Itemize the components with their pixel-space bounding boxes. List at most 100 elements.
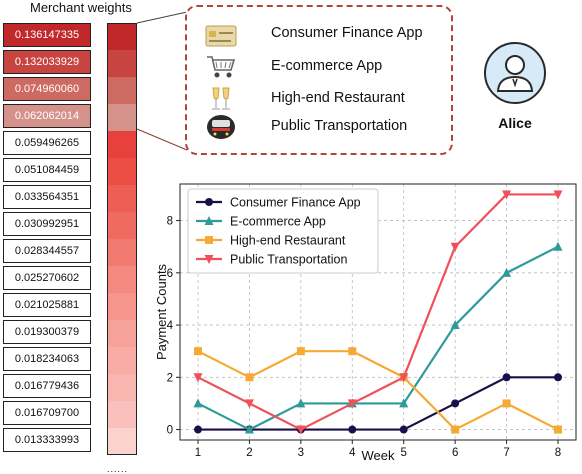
data-point (399, 425, 408, 434)
data-point (399, 373, 409, 383)
weight-cell: 0.025270602 (3, 266, 91, 290)
data-point (451, 399, 460, 408)
connector-top (136, 11, 188, 24)
x-tick-label: 7 (503, 447, 509, 459)
y-tick-label: 6 (167, 268, 173, 280)
weight-cell: 0.062062014 (3, 104, 91, 128)
data-point (502, 190, 512, 200)
heat-cell (107, 77, 137, 104)
data-point (502, 267, 512, 277)
data-point (244, 399, 254, 409)
legend-item-ecommerce: E-commerce App (187, 54, 447, 82)
weight-cell: 0.051084459 (3, 158, 91, 182)
heat-cell (107, 320, 137, 347)
heat-cell (107, 158, 137, 185)
data-point (450, 242, 460, 252)
weight-cell: 0.074960060 (3, 77, 91, 101)
heat-cell (107, 212, 137, 239)
weights-title: Merchant weights (30, 0, 132, 15)
y-axis-label: Payment Counts (154, 263, 169, 360)
series-group (193, 190, 563, 435)
weight-cell: 0.033564351 (3, 185, 91, 209)
heat-cell (107, 293, 137, 320)
heat-cell (107, 374, 137, 401)
data-point (204, 255, 214, 264)
heat-footer: ...... (107, 464, 129, 474)
data-point (554, 373, 562, 382)
train-icon (207, 115, 235, 139)
legend-label: E-commerce App (271, 58, 383, 74)
x-tick-label: 4 (349, 447, 356, 459)
weight-cell: 0.018234063 (3, 347, 91, 371)
data-point (399, 398, 409, 408)
data-point (553, 241, 563, 251)
data-point (296, 425, 306, 435)
x-tick-label: 2 (246, 447, 252, 459)
heat-cell (107, 428, 137, 455)
user-profile: Alice (480, 35, 550, 135)
data-point (502, 399, 511, 408)
legend-item-transportation: Public Transportation (187, 114, 447, 142)
data-point (347, 399, 357, 409)
plot-frame (179, 183, 577, 441)
series-line (198, 376, 558, 431)
data-point (205, 198, 213, 206)
legend-entry-label: High-end Restaurant (230, 234, 346, 248)
y-ticks: 0 2 4 6 8 (167, 216, 180, 437)
data-point (554, 425, 562, 434)
series-public-transportation (193, 190, 563, 435)
user-avatar-icon (484, 42, 546, 104)
weight-cell: 0.136147335 (3, 23, 91, 47)
weight-cell: 0.013333993 (3, 428, 91, 452)
weight-cell: 0.019300379 (3, 320, 91, 344)
shopping-cart-icon (207, 56, 236, 78)
x-tick-label: 8 (555, 447, 561, 459)
weight-cell: 0.028344557 (3, 239, 91, 263)
user-name: Alice (498, 115, 532, 131)
weight-cell: 0.016779436 (3, 374, 91, 398)
credit-card-icon (205, 25, 237, 47)
data-point (194, 425, 202, 434)
data-point (296, 347, 305, 356)
series-line (197, 350, 559, 431)
heat-cell (107, 104, 137, 131)
data-point (193, 398, 203, 408)
data-point (450, 320, 460, 330)
y-tick-label: 8 (167, 216, 173, 228)
weight-cell: 0.016709700 (3, 401, 91, 425)
heat-cell (107, 185, 137, 212)
legend-entry-label: Consumer Finance App (230, 196, 361, 210)
legend-label: Consumer Finance App (271, 25, 423, 41)
x-ticks: 1 2 3 4 5 6 7 8 (195, 440, 561, 459)
legend-entry-label: E-commerce App (230, 215, 326, 229)
heat-cell (107, 50, 137, 77)
data-point (245, 373, 254, 382)
data-point (193, 373, 203, 383)
y-tick-label: 0 (167, 425, 173, 437)
x-tick-label: 1 (195, 447, 201, 459)
heat-column-border (107, 23, 137, 455)
weight-cell: 0.059496265 (3, 131, 91, 155)
data-point (204, 216, 214, 225)
champagne-glasses-icon (212, 87, 230, 110)
weight-cell: 0.021025881 (3, 293, 91, 317)
legend-label: Public Transportation (271, 118, 408, 134)
payment-counts-chart: 1 2 3 4 5 6 7 8 0 2 4 6 8 Week Payment Counts Consu… (154, 183, 577, 463)
data-point (244, 424, 254, 434)
y-tick-label: 4 (167, 320, 174, 332)
heat-cell (107, 347, 137, 374)
x-tick-label: 6 (452, 447, 458, 459)
data-point (451, 425, 460, 434)
legend-entry-label: Public Transportation (230, 253, 347, 267)
data-point (553, 190, 563, 200)
data-point (205, 236, 213, 244)
merchant-legend-box: Consumer Finance App E-commerce App High… (185, 5, 453, 155)
data-point (296, 398, 306, 408)
connector-bottom (136, 128, 188, 151)
legend-item-restaurant: High-end Restaurant (187, 86, 447, 114)
x-tick-label: 5 (401, 447, 407, 459)
y-tick-label: 2 (167, 372, 173, 384)
weight-cell: 0.030992951 (3, 212, 91, 236)
series-line (197, 245, 559, 431)
series-e-commerce-app (193, 241, 563, 434)
